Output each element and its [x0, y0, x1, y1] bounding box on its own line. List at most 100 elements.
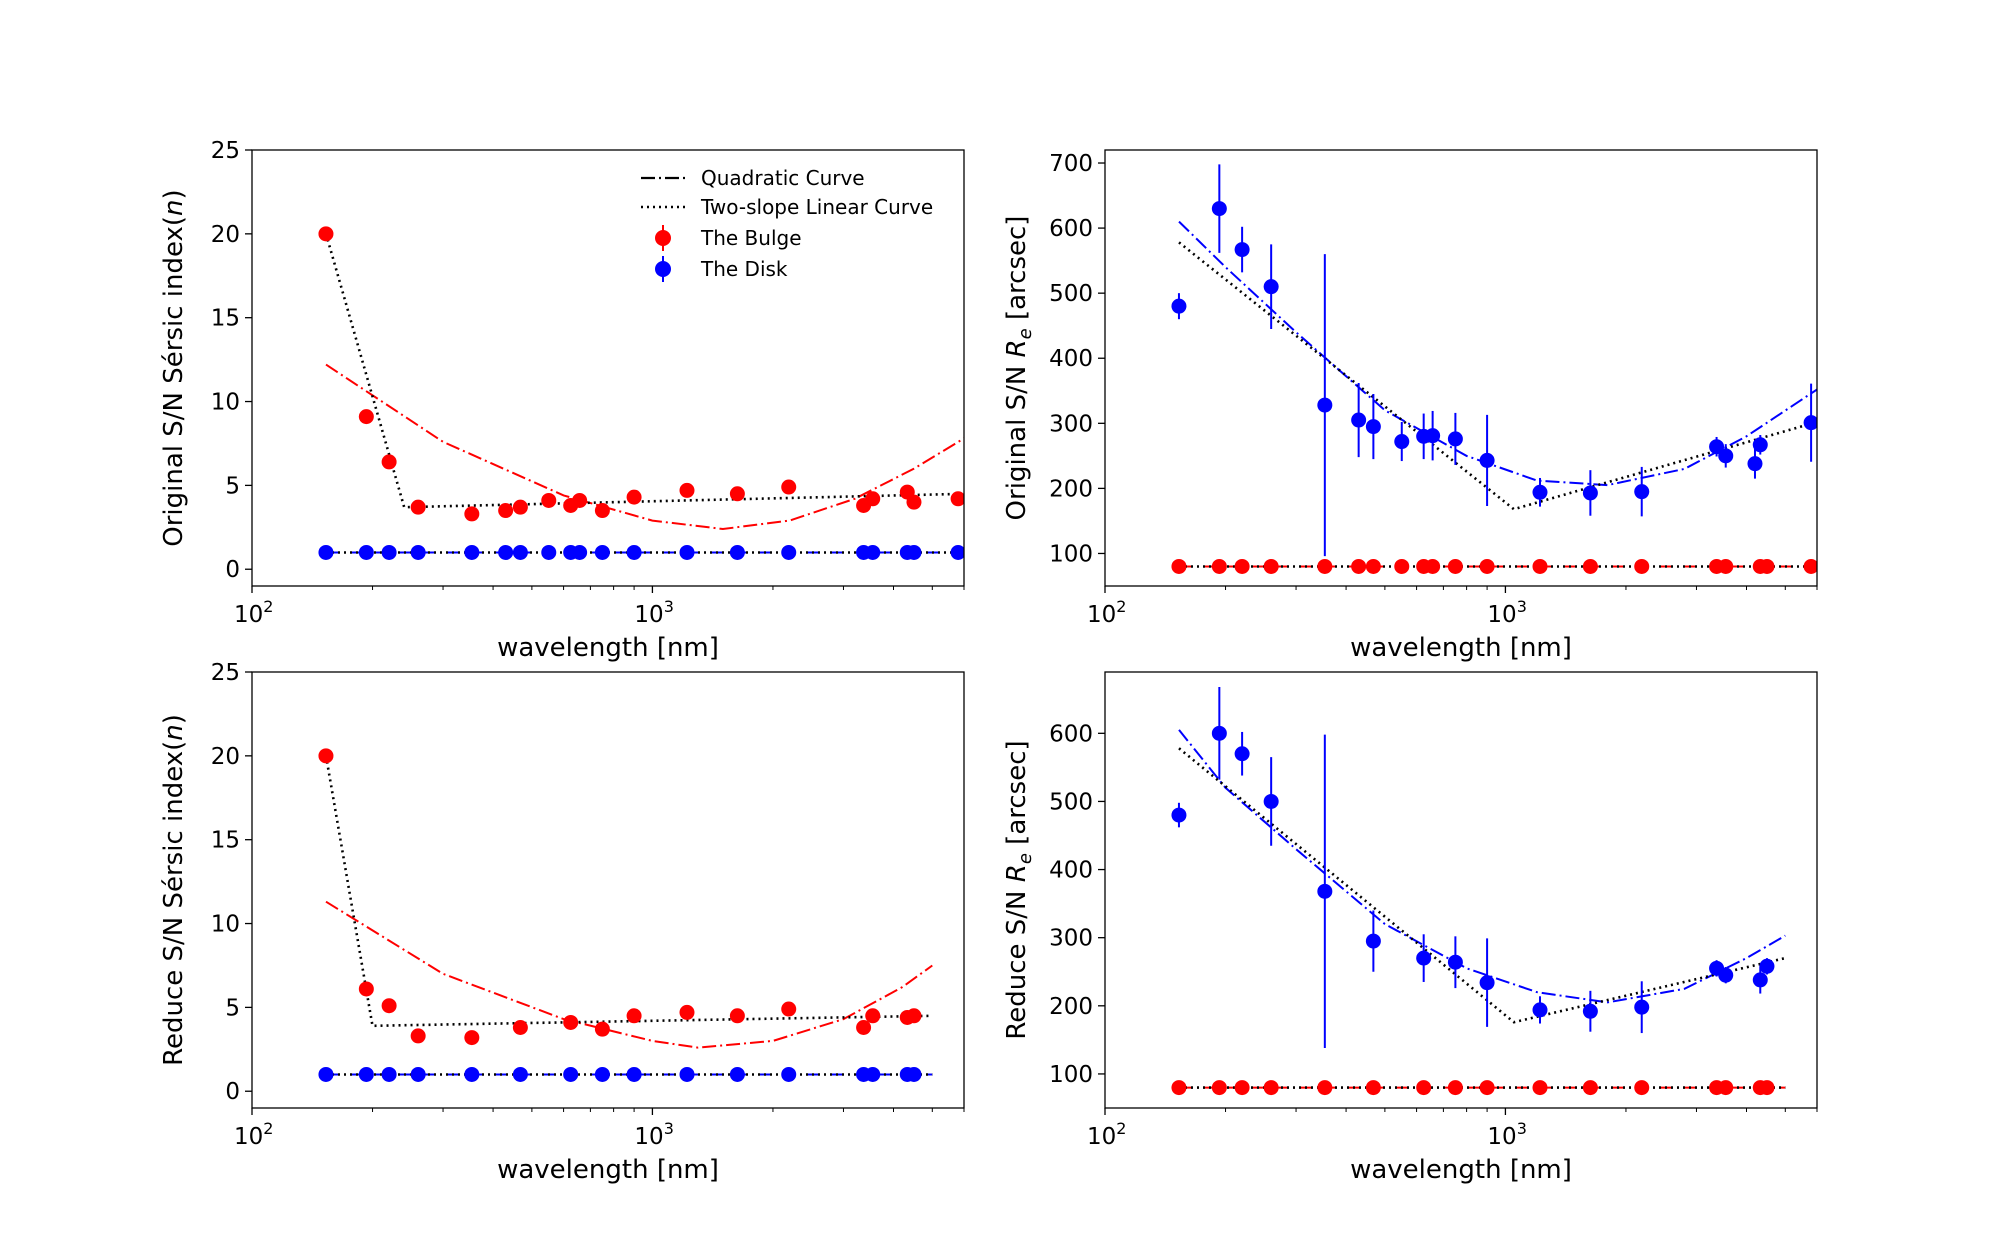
- axes-frame: [1104, 149, 1818, 587]
- x-axis-title: wavelength [nm]: [497, 633, 719, 663]
- data-point-the-disk: [1803, 415, 1817, 431]
- data-point-the-bulge: [1479, 558, 1495, 574]
- data-point-the-bulge: [1532, 558, 1548, 574]
- x-axis-title: wavelength [nm]: [1350, 1155, 1572, 1185]
- data-point-the-disk: [1532, 1002, 1548, 1018]
- panels: 0 5 10 15 20 25 102 103 wavelength [nm] Original …: [159, 138, 1818, 1185]
- data-point-the-bulge: [1394, 558, 1410, 574]
- data-point-the-disk: [594, 1066, 610, 1082]
- data-point-the-bulge: [729, 1008, 745, 1024]
- data-point-the-bulge: [1171, 1080, 1187, 1096]
- data-point-the-bulge: [1582, 558, 1598, 574]
- data-point-the-bulge: [318, 226, 334, 242]
- data-point-the-disk: [781, 1066, 797, 1082]
- data-point-the-bulge: [865, 491, 881, 507]
- panel-top-left: 0 5 10 15 20 25 102 103 wavelength [nm] Original …: [159, 138, 965, 663]
- data-point-the-bulge: [1425, 558, 1441, 574]
- data-point-the-disk: [1211, 201, 1227, 217]
- data-point-the-disk: [781, 544, 797, 560]
- y-tick-label: 100: [1049, 1062, 1093, 1088]
- x-axis-title: wavelength [nm]: [1350, 633, 1572, 663]
- data-point-the-bulge: [464, 506, 480, 522]
- data-point-the-bulge: [1759, 1080, 1775, 1096]
- data-point-the-disk: [541, 544, 557, 560]
- data-point-the-bulge: [410, 499, 426, 515]
- data-point-the-bulge: [1447, 558, 1463, 574]
- x-tick-label: 103: [634, 597, 673, 628]
- y-tick-label: 100: [1049, 541, 1093, 567]
- data-point-the-disk: [381, 1066, 397, 1082]
- data-point-the-disk: [865, 1066, 881, 1082]
- data-point-the-bulge: [1234, 1080, 1250, 1096]
- data-point-the-disk: [729, 1066, 745, 1082]
- data-point-the-bulge: [512, 499, 528, 515]
- y-tick-label: 25: [211, 138, 240, 164]
- data-point-the-disk: [1365, 933, 1381, 949]
- y-tick-label: 20: [211, 744, 240, 770]
- data-point-the-disk: [381, 544, 397, 560]
- data-point-the-bulge: [679, 1004, 695, 1020]
- x-tick-label: 103: [1487, 1119, 1526, 1150]
- data-point-the-disk: [865, 544, 881, 560]
- data-point-the-disk: [1317, 397, 1333, 413]
- data-point-the-disk: [1718, 448, 1734, 464]
- data-point-the-disk: [906, 544, 922, 560]
- x-axis-title: wavelength [nm]: [497, 1155, 719, 1185]
- legend: Quadratic Curve Two-slope Linear Curve T…: [641, 166, 933, 282]
- data-point-the-disk: [1365, 419, 1381, 435]
- data-point-the-bulge: [1317, 1080, 1333, 1096]
- data-point-the-disk: [358, 1066, 374, 1082]
- data-point-the-disk: [1752, 437, 1768, 453]
- data-point-the-bulge: [1211, 1080, 1227, 1096]
- fit-line-the-disk-linear: [1178, 747, 1786, 1024]
- data-point-the-bulge: [464, 1030, 480, 1046]
- y-tick-label: 300: [1049, 411, 1093, 437]
- data-point-the-bulge: [906, 1008, 922, 1024]
- data-point-the-disk: [1171, 298, 1187, 314]
- fit-line-the-bulge-quadratic: [325, 900, 933, 1049]
- y-tick-label: 5: [225, 473, 240, 499]
- data-point-the-bulge: [1263, 1080, 1279, 1096]
- data-point-the-disk: [1425, 428, 1441, 444]
- data-point-the-disk: [572, 544, 588, 560]
- legend-linear-label: Two-slope Linear Curve: [700, 195, 933, 219]
- data-point-the-disk: [729, 544, 745, 560]
- data-point-the-bulge: [856, 1020, 872, 1036]
- data-point-the-disk: [1634, 484, 1650, 500]
- y-tick-label: 0: [225, 557, 240, 583]
- data-point-the-bulge: [381, 454, 397, 470]
- y-axis-title: Original S/N Sérsic index(n): [159, 189, 189, 546]
- data-point-the-disk: [1718, 967, 1734, 983]
- y-tick-label: 25: [211, 660, 240, 686]
- data-point-the-disk: [1263, 793, 1279, 809]
- data-point-the-bulge: [950, 491, 964, 507]
- y-axis-title: Reduce S/N Sérsic index(n): [159, 714, 189, 1066]
- data-point-the-bulge: [594, 1021, 610, 1037]
- data-point-the-disk: [679, 544, 695, 560]
- data-point-the-bulge: [1479, 1080, 1495, 1096]
- data-point-the-bulge: [358, 981, 374, 997]
- data-point-the-disk: [1479, 975, 1495, 991]
- y-tick-label: 500: [1049, 281, 1093, 307]
- axes-frame: [251, 671, 965, 1109]
- plot-area-top-right: [1171, 164, 1817, 574]
- data-point-the-disk: [1532, 484, 1548, 500]
- data-point-the-bulge: [626, 1008, 642, 1024]
- plot-area-bottom-left: [318, 748, 933, 1082]
- data-point-the-bulge: [1582, 1080, 1598, 1096]
- data-point-the-disk: [626, 1066, 642, 1082]
- data-point-the-disk: [464, 1066, 480, 1082]
- data-point-the-disk: [318, 1066, 334, 1082]
- data-point-the-disk: [498, 544, 514, 560]
- data-point-the-disk: [594, 544, 610, 560]
- axes-frame: [251, 149, 965, 587]
- data-point-the-disk: [1709, 439, 1725, 455]
- data-point-the-disk: [1634, 999, 1650, 1015]
- data-point-the-bulge: [512, 1020, 528, 1036]
- data-point-the-bulge: [1171, 558, 1187, 574]
- data-point-the-bulge: [865, 1008, 881, 1024]
- data-point-the-disk: [626, 544, 642, 560]
- data-point-the-bulge: [1718, 558, 1734, 574]
- data-point-the-bulge: [1234, 558, 1250, 574]
